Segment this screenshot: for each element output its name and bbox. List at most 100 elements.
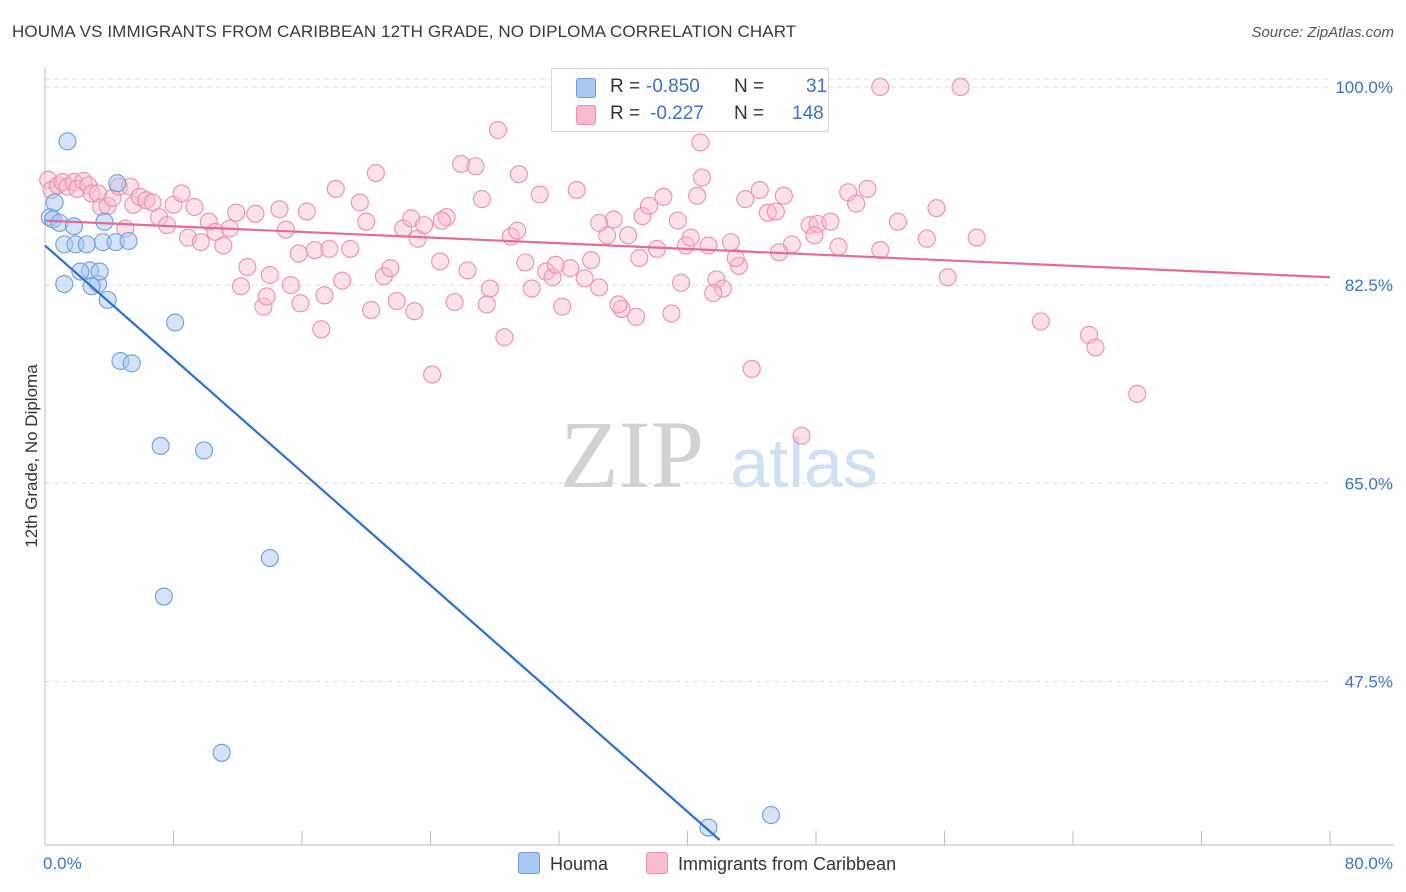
- caribbean-point: [227, 203, 246, 222]
- houma-point: [212, 743, 231, 762]
- n-value: 148: [792, 103, 824, 124]
- caribbean-point: [938, 268, 957, 287]
- caribbean-point: [1086, 338, 1105, 357]
- caribbean-point: [917, 229, 936, 248]
- caribbean-point: [276, 220, 295, 239]
- caribbean-points: [39, 77, 1147, 445]
- caribbean-point: [281, 276, 300, 295]
- caribbean-point: [423, 365, 442, 384]
- caribbean-point: [681, 228, 700, 247]
- houma-point: [154, 587, 173, 606]
- caribbean-point: [639, 196, 659, 215]
- houma-point: [151, 436, 170, 455]
- caribbean-point: [871, 77, 890, 97]
- caribbean-point: [692, 168, 712, 187]
- y-tick-label: 65.0%: [1345, 474, 1393, 493]
- caribbean-point: [516, 253, 535, 272]
- caribbean-point: [82, 184, 101, 203]
- caribbean-point: [431, 252, 450, 271]
- legend-item-houma: Houma: [518, 852, 608, 875]
- houma-point: [166, 313, 185, 332]
- houma-point: [122, 354, 141, 373]
- caribbean-point: [567, 180, 586, 200]
- source-label: Source: ZipAtlas.com: [1251, 24, 1394, 41]
- legend-item-caribbean: Immigrants from Caribbean: [646, 852, 896, 875]
- caribbean-point: [604, 210, 623, 229]
- caribbean-point: [750, 180, 769, 200]
- caribbean-point: [561, 259, 580, 278]
- caribbean-point: [488, 120, 508, 140]
- caribbean-legend-swatch: [646, 852, 668, 874]
- r-label: R =: [610, 103, 641, 124]
- caribbean-point: [315, 286, 334, 305]
- caribbean-trend-line: [44, 219, 1331, 279]
- watermark-atlas: atlas: [730, 424, 878, 502]
- caribbean-point: [699, 236, 718, 255]
- caribbean-point: [366, 163, 385, 183]
- caribbean-point: [199, 212, 218, 231]
- houma-trend-line: [44, 244, 721, 841]
- caribbean-point: [39, 170, 58, 189]
- axes: [44, 68, 1394, 846]
- caribbean-point: [270, 200, 289, 219]
- caribbean-point: [726, 248, 745, 268]
- houma-legend-label: Houma: [550, 854, 609, 874]
- caribbean-point: [774, 186, 793, 205]
- trend-lines: [44, 219, 1331, 841]
- caribbean-point: [704, 284, 723, 303]
- houma-point: [194, 441, 214, 460]
- caribbean-point: [472, 190, 491, 209]
- caribbean-legend-label: Immigrants from Caribbean: [678, 854, 897, 874]
- r-label: R =: [610, 76, 641, 97]
- caribbean-point: [231, 277, 251, 296]
- caribbean-point: [609, 295, 628, 314]
- caribbean-point: [191, 233, 210, 252]
- caribbean-point: [522, 279, 541, 298]
- caribbean-point: [805, 226, 824, 245]
- caribbean-point: [466, 157, 485, 176]
- n-label: N =: [734, 103, 765, 124]
- caribbean-point: [458, 261, 477, 280]
- houma-legend-swatch: [518, 852, 540, 874]
- caribbean-point: [707, 270, 726, 289]
- caribbean-point: [792, 426, 811, 445]
- stats-legend: R = -0.850 N = 31 R = -0.227 N = 148: [551, 68, 829, 132]
- chart-title: HOUMA VS IMMIGRANTS FROM CARIBBEAN 12TH …: [12, 22, 797, 41]
- caribbean-point: [357, 212, 376, 231]
- caribbean-point: [381, 259, 400, 278]
- caribbean-point: [254, 297, 273, 316]
- caribbean-point: [350, 193, 369, 212]
- houma-point: [58, 132, 77, 151]
- x-tick-label: 80.0%: [1345, 854, 1393, 873]
- caribbean-point: [405, 302, 424, 321]
- houma-point: [761, 806, 781, 825]
- caribbean-point: [415, 216, 434, 235]
- caribbean-point: [575, 269, 594, 288]
- caribbean-point: [172, 184, 191, 203]
- caribbean-point: [238, 257, 257, 277]
- houma-point: [119, 231, 138, 251]
- caribbean-point: [553, 297, 572, 316]
- y-tick-label: 82.5%: [1345, 276, 1393, 295]
- caribbean-point: [387, 291, 406, 311]
- caribbean-point: [691, 133, 710, 152]
- caribbean-point: [654, 187, 673, 206]
- caribbean-point: [713, 279, 732, 298]
- caribbean-point: [432, 211, 451, 230]
- caribbean-point: [662, 304, 681, 323]
- houma-point: [77, 235, 96, 254]
- caribbean-point: [847, 194, 866, 213]
- caribbean-point: [88, 184, 108, 203]
- watermark-zip: ZIP: [560, 401, 704, 508]
- caribbean-point: [341, 239, 360, 258]
- houma-point: [95, 212, 114, 231]
- caribbean-point: [951, 77, 970, 97]
- caribbean-point: [495, 328, 514, 347]
- houma-point: [45, 193, 64, 212]
- houma-point: [64, 217, 83, 236]
- caribbean-point: [508, 221, 527, 240]
- caribbean-point: [668, 211, 687, 230]
- r-value: -0.850: [646, 76, 700, 97]
- tick-labels: 47.5% 65.0% 82.5% 100.0% 0.0% 80.0%: [43, 78, 1393, 873]
